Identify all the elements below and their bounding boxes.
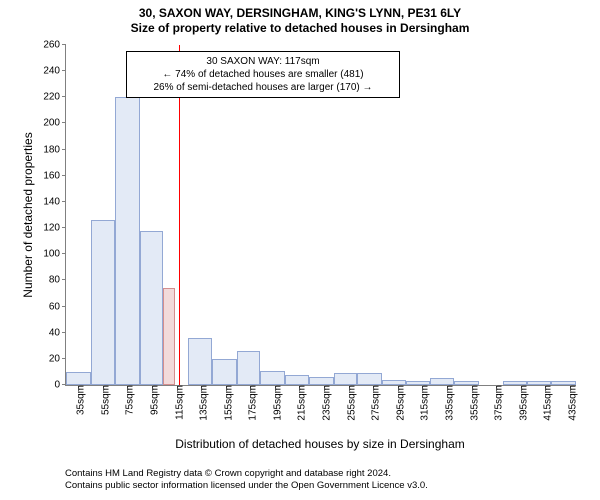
x-tick-label: 235sqm (316, 385, 333, 421)
x-tick-label: 135sqm (193, 385, 210, 421)
y-tick-label: 100 (43, 249, 66, 260)
histogram-bar (260, 371, 285, 385)
y-tick-label: 40 (49, 327, 66, 338)
x-tick-label: 255sqm (340, 385, 357, 421)
histogram-bar (212, 359, 237, 385)
histogram-bar (115, 97, 140, 385)
histogram-bar (309, 377, 334, 385)
histogram-bar (551, 381, 576, 385)
annotation-line: 26% of semi-detached houses are larger (… (133, 81, 393, 94)
x-tick-label: 175sqm (242, 385, 259, 421)
x-tick-label: 35sqm (70, 385, 87, 415)
chart-title-line1: 30, SAXON WAY, DERSINGHAM, KING'S LYNN, … (0, 6, 600, 21)
x-tick-label: 75sqm (119, 385, 136, 415)
x-tick-label: 195sqm (266, 385, 283, 421)
x-tick-label: 215sqm (291, 385, 308, 421)
x-tick-label: 395sqm (512, 385, 529, 421)
y-tick-label: 140 (43, 196, 66, 207)
y-tick-label: 220 (43, 92, 66, 103)
histogram-bar (285, 375, 310, 385)
y-tick-label: 200 (43, 118, 66, 129)
histogram-bar (382, 380, 407, 385)
annotation-line: 30 SAXON WAY: 117sqm (133, 55, 393, 68)
histogram-bar (334, 373, 357, 385)
x-tick-label: 355sqm (463, 385, 480, 421)
x-tick-label: 115sqm (168, 385, 185, 420)
histogram-bar (503, 381, 526, 385)
chart-title-line2: Size of property relative to detached ho… (0, 21, 600, 36)
x-tick-label: 275sqm (365, 385, 382, 421)
plot-area-wrapper: 02040608010012014016018020022024026035sq… (65, 45, 576, 386)
histogram-bar (406, 381, 429, 385)
x-tick-label: 295sqm (389, 385, 406, 421)
y-tick-label: 0 (54, 380, 66, 391)
y-tick-label: 120 (43, 223, 66, 234)
y-tick-label: 260 (43, 40, 66, 51)
histogram-bar (527, 381, 552, 385)
histogram-bar (188, 338, 213, 385)
y-tick-label: 80 (49, 275, 66, 286)
x-tick-label: 335sqm (438, 385, 455, 421)
x-tick-label: 95sqm (144, 385, 161, 415)
y-axis-label: Number of detached properties (21, 45, 35, 385)
y-tick-label: 60 (49, 301, 66, 312)
x-axis-label: Distribution of detached houses by size … (65, 437, 575, 451)
x-tick-label: 55sqm (94, 385, 111, 415)
plot-area: 02040608010012014016018020022024026035sq… (65, 45, 576, 386)
histogram-bar (454, 381, 479, 385)
footer-line2: Contains public sector information licen… (65, 480, 428, 492)
x-tick-label: 375sqm (488, 385, 505, 421)
x-tick-label: 435sqm (561, 385, 578, 421)
x-tick-label: 315sqm (414, 385, 431, 421)
histogram-bar (140, 231, 163, 385)
y-tick-label: 160 (43, 170, 66, 181)
y-tick-label: 20 (49, 353, 66, 364)
annotation-line: ← 74% of detached houses are smaller (48… (133, 68, 393, 81)
histogram-bar-highlight (163, 288, 175, 385)
chart-titles: 30, SAXON WAY, DERSINGHAM, KING'S LYNN, … (0, 0, 600, 36)
y-tick-label: 180 (43, 144, 66, 155)
x-tick-label: 155sqm (217, 385, 234, 421)
footer-line1: Contains HM Land Registry data © Crown c… (65, 468, 428, 480)
y-tick-label: 240 (43, 66, 66, 77)
footer-attribution: Contains HM Land Registry data © Crown c… (65, 468, 428, 493)
histogram-bar (430, 378, 455, 385)
annotation-box: 30 SAXON WAY: 117sqm← 74% of detached ho… (126, 51, 400, 98)
histogram-bar (91, 220, 116, 385)
chart-container: 30, SAXON WAY, DERSINGHAM, KING'S LYNN, … (0, 0, 600, 500)
histogram-bar (237, 351, 260, 385)
histogram-bar (66, 372, 91, 385)
histogram-bar (357, 373, 382, 385)
x-tick-label: 415sqm (537, 385, 554, 421)
